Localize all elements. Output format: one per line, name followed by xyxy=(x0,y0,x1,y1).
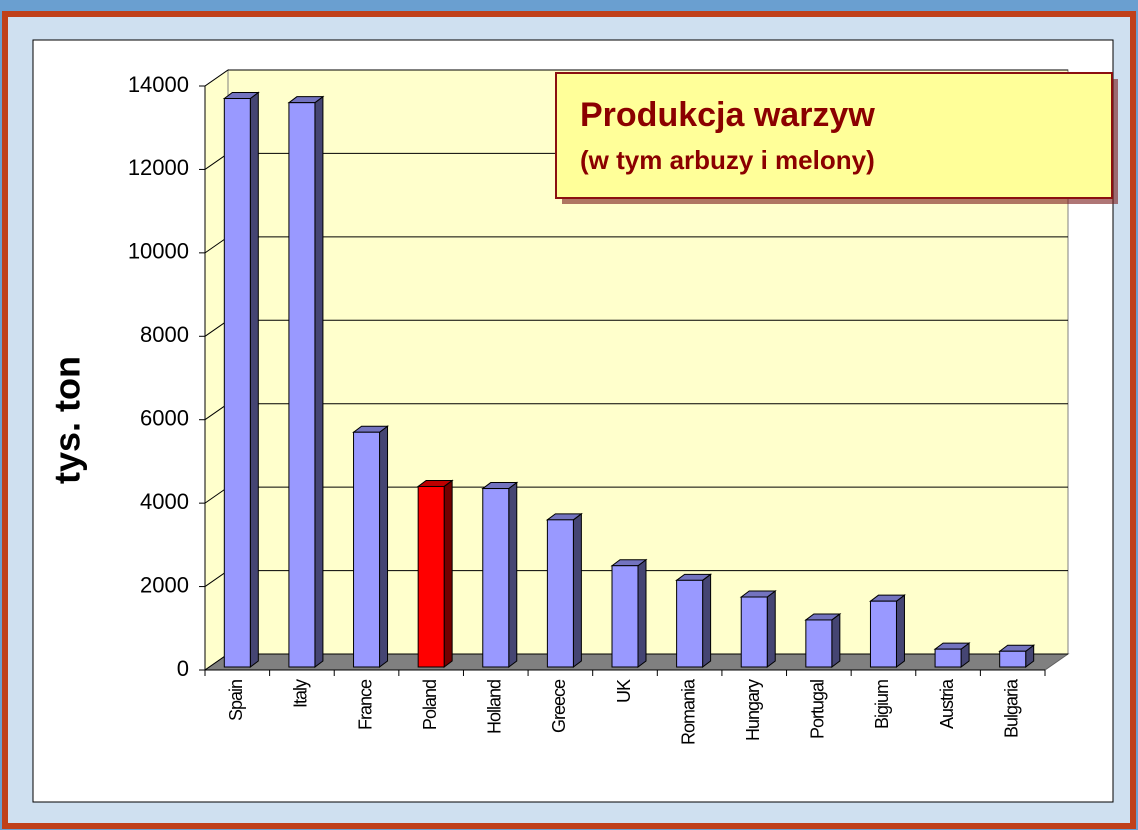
chart-title: Produkcja warzyw xyxy=(580,96,875,134)
y-tick-label: 12000 xyxy=(128,155,189,180)
bar xyxy=(353,431,381,668)
bar-side xyxy=(379,425,389,668)
bar xyxy=(611,565,639,668)
bar xyxy=(676,579,704,668)
bar xyxy=(740,596,768,668)
x-tick-label: France xyxy=(355,679,375,730)
x-tick-label: Holland xyxy=(485,680,505,734)
bar xyxy=(805,619,833,668)
bar-side xyxy=(831,612,841,668)
x-tick-label: Greece xyxy=(549,679,569,733)
y-axis-label: tys. ton xyxy=(47,356,88,484)
x-tick-label: Romania xyxy=(678,678,698,745)
x-tick-label: UK xyxy=(614,679,634,703)
x-tick-label: Hungary xyxy=(743,679,763,741)
bar-side xyxy=(443,479,453,668)
bar-side xyxy=(895,594,905,668)
bar xyxy=(999,650,1027,668)
y-tick-label: 0 xyxy=(177,656,189,681)
y-tick-label: 4000 xyxy=(140,489,189,514)
bar-side xyxy=(508,481,518,668)
y-tick-label: 10000 xyxy=(128,239,189,264)
y-tick-label: 6000 xyxy=(140,406,189,431)
bar xyxy=(934,648,962,668)
bar-side xyxy=(249,91,259,669)
x-tick-label: Bulgaria xyxy=(1001,678,1021,738)
bar-side xyxy=(572,512,582,668)
grid-line xyxy=(204,69,229,87)
x-tick-label: Bigium xyxy=(872,680,892,729)
bar xyxy=(546,519,574,668)
x-tick-label: Austria xyxy=(937,678,957,729)
y-tick-label: 14000 xyxy=(128,72,189,97)
title-box xyxy=(555,72,1113,199)
bar xyxy=(869,600,897,668)
bar-side xyxy=(702,573,712,668)
y-tick-label: 8000 xyxy=(140,322,189,347)
y-tick-label: 2000 xyxy=(140,572,189,597)
bar-side xyxy=(314,95,324,668)
x-tick-label: Portugal xyxy=(808,680,828,739)
x-tick-label: Italy xyxy=(291,679,311,708)
bar xyxy=(417,485,445,668)
bar-side xyxy=(637,558,647,668)
x-tick-label: Spain xyxy=(226,680,246,721)
bar-side xyxy=(766,590,776,668)
bar xyxy=(288,102,316,668)
bar xyxy=(223,98,251,668)
bar xyxy=(482,488,510,668)
plot: 0 2000 4000 6000 8000 10000 12000 14000 Spain Ita… xyxy=(128,69,1070,745)
chart-subtitle: (w tym arbuzy i melony) xyxy=(580,145,875,175)
x-tick-label: Poland xyxy=(420,680,440,730)
